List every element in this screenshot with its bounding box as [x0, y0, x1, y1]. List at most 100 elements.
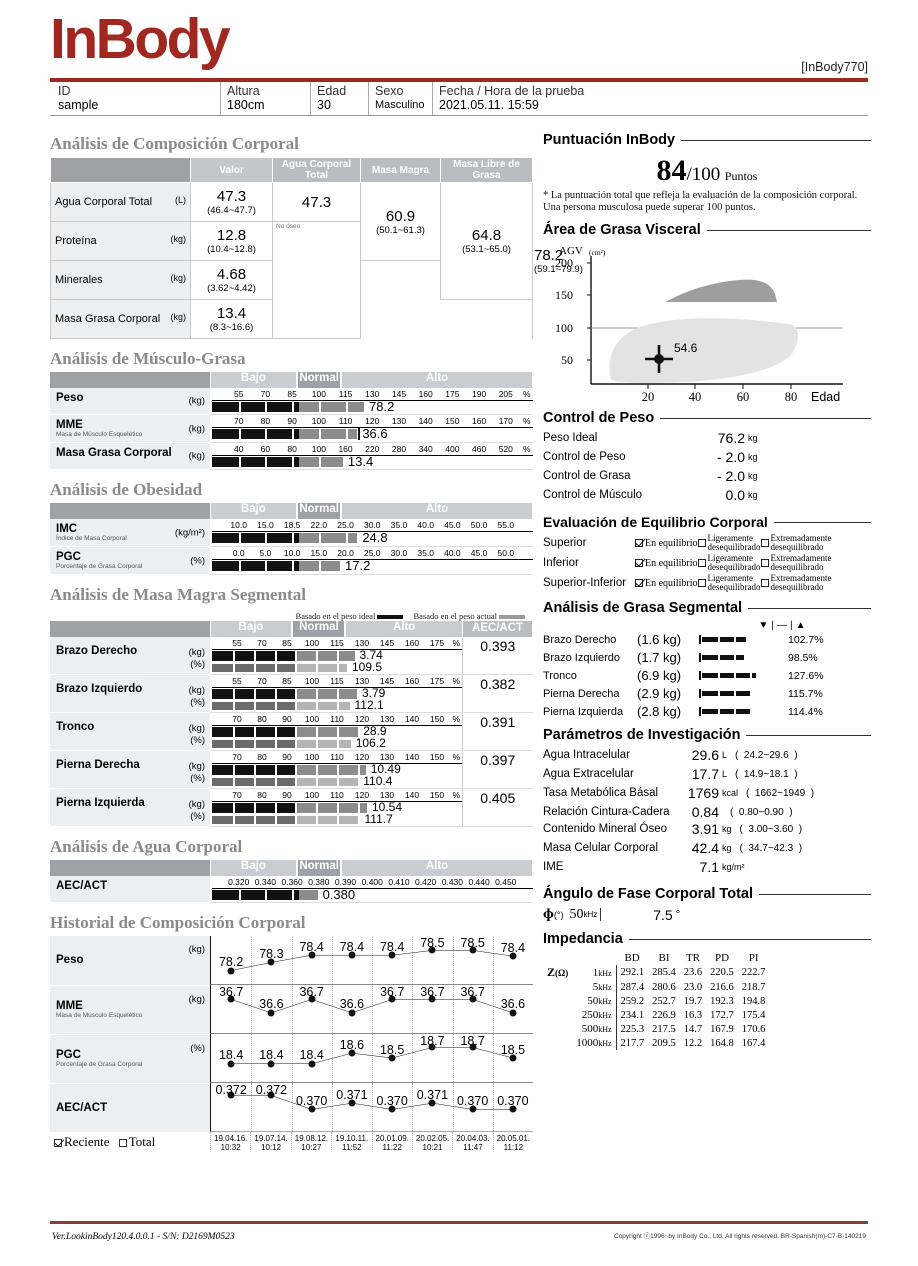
- table-row: PGC Porcentaje de Grasa Corporal (%) 18.4…: [50, 1034, 533, 1084]
- tick-label: 0.0: [232, 548, 245, 558]
- sl-row-label-4: Pierna Izquierda (kg) (%): [50, 788, 210, 827]
- imp-freq-4: 500kHz: [572, 1022, 617, 1036]
- weight-control-row-0: Peso Ideal 76.2 kg: [543, 430, 871, 449]
- checkbox[interactable]: [635, 539, 643, 547]
- vfa-value: 54.6: [674, 341, 698, 355]
- table-header-row: Valor Agua Corporal Total Masa Magra Mas…: [50, 157, 558, 183]
- checkbox[interactable]: [697, 539, 706, 547]
- imp-cell-2-3: 192.3: [710, 995, 734, 1007]
- sf-bar: [699, 635, 784, 644]
- history-dates: 19.04.16. 10:32 19.07.14. 10:12 19.08.12. 10:…: [210, 1132, 533, 1152]
- history-toggle[interactable]: Reciente Total: [50, 1132, 210, 1152]
- balance-option-0[interactable]: En equilibrio: [635, 578, 698, 588]
- balance-row-2: Superior-Inferior En equilibrio Ligerament…: [543, 574, 871, 592]
- weight-control-row-1: Control de Peso - 2.0 kg: [543, 449, 871, 468]
- research-list: Agua Intracelular 29.6 L ( 24.2~29.6 ) A…: [543, 747, 871, 878]
- balance-option-2[interactable]: Extremadamente desequilibrado: [760, 554, 831, 572]
- body-composition-title: Análisis de Composición Corporal: [50, 134, 299, 153]
- tick-label: 205: [498, 389, 513, 399]
- tick-label: 0.440: [468, 877, 490, 887]
- bar-track: 28.9: [212, 724, 462, 739]
- history-date: 19.07.14. 10:12: [250, 1132, 290, 1152]
- data-label: 0.370: [376, 1094, 408, 1109]
- res-value: 3.91: [691, 821, 719, 837]
- data-label: 36.7: [379, 985, 405, 999]
- imp-z-symbol: [543, 1022, 572, 1036]
- checkbox-reciente[interactable]: [54, 1139, 62, 1148]
- data-point: [227, 995, 235, 1003]
- tick-label: 45.0: [470, 548, 488, 558]
- bar-track: 0.380: [212, 887, 533, 902]
- data-point: [469, 946, 477, 954]
- obesity-title: Análisis de Obesidad: [50, 480, 203, 499]
- table-row: Masa Grasa Corporal (kg) 40 60 80 100 160 220…: [50, 442, 533, 470]
- bc-value-tbw: 47.3 (46.4~47.7): [190, 182, 273, 222]
- checkbox[interactable]: [760, 579, 769, 587]
- balance-option-0[interactable]: En equilibrio: [635, 558, 698, 568]
- tick-label: 140: [418, 416, 433, 426]
- table-header-row: Bajo Normal Alto: [50, 372, 533, 388]
- balance-option-1[interactable]: Ligeramente desequilibrado: [697, 534, 761, 552]
- checkbox[interactable]: [635, 579, 643, 587]
- tick-label: 100: [311, 444, 326, 454]
- title-rule: [748, 607, 871, 609]
- balance-option-2[interactable]: Extremadamente desequilibrado: [760, 534, 831, 552]
- vfa-xtick-60: 60: [737, 390, 750, 402]
- bar-track: 10.49: [212, 762, 462, 777]
- bar-track: 3.79: [212, 686, 462, 701]
- tick-labels: 55 70 85 100 115 130 145 160 175%: [212, 637, 462, 649]
- res-unit: kg: [722, 824, 732, 834]
- balance-title: Evaluación de Equilibrio Corporal: [543, 514, 871, 530]
- data-point: [348, 1099, 356, 1107]
- checkbox[interactable]: [760, 559, 769, 567]
- data-point: [267, 1060, 275, 1068]
- res-range: ( 0.80~0.90 ): [730, 807, 793, 818]
- checkbox[interactable]: [635, 559, 643, 567]
- tick-label: 55: [232, 676, 242, 686]
- row-label-0: AEC/ACT: [50, 876, 210, 903]
- bc-nonbone-note: No óseo: [272, 221, 361, 339]
- vfa-high-zone: [665, 279, 778, 302]
- imp-freq-2: 50kHz: [572, 994, 617, 1008]
- balance-option-2[interactable]: Extremadamente desequilibrado: [760, 574, 831, 592]
- tick-label: 170: [498, 416, 513, 426]
- balance-option-1[interactable]: Ligeramente desequilibrado: [697, 574, 761, 592]
- bar-fill-normal: [299, 890, 318, 900]
- band-normal: Normal: [298, 372, 342, 388]
- trend-line: [211, 1083, 533, 1131]
- checkbox-total[interactable]: [118, 1139, 127, 1148]
- weight-control-list: Peso Ideal 76.2 kg Control de Peso - 2.0…: [543, 430, 871, 506]
- vfa-ylabel: AGV: [559, 245, 583, 257]
- research-row-2: Tasa Metabólica Básal 1769 kcal ( 1662~1…: [543, 785, 871, 804]
- device-model: [InBody770]: [801, 60, 868, 74]
- res-label: Agua Intracelular: [543, 749, 630, 761]
- data-label: 0.370: [497, 1094, 529, 1109]
- data-point: [348, 951, 356, 959]
- imp-cell-0-1: 285.4: [652, 967, 676, 978]
- checkbox[interactable]: [697, 559, 706, 567]
- bc-tbw-total: 47.3: [272, 182, 361, 222]
- checkbox[interactable]: [760, 539, 769, 547]
- tick-label: 70: [233, 416, 244, 426]
- balance-option-0[interactable]: En equilibrio: [635, 538, 698, 548]
- history-plot: 18.4 18.4 18.4 18.6 18.5 18.7 18.7 18.5: [210, 1034, 533, 1083]
- sf-pct: 115.7%: [788, 687, 823, 700]
- sf-label: Pierna Izquierda: [543, 705, 624, 718]
- sf-label: Tronco: [543, 669, 577, 682]
- tick-label: 80: [257, 752, 267, 762]
- tick-label: 120: [354, 714, 370, 724]
- tick-unit: %: [522, 444, 531, 454]
- imp-cell-5-4: 167.4: [741, 1037, 766, 1049]
- bar-value-pct: 112.1: [354, 698, 384, 712]
- bc-head-blank: [50, 157, 191, 183]
- impedance-table: BD BI TR PD PI Z(Ω) 1kHz 292.1 285.4 23.6 220.5 2…: [543, 951, 769, 1050]
- phi-icon: ɸ: [543, 906, 554, 922]
- balance-option-1[interactable]: Ligeramente desequilibrado: [697, 554, 761, 572]
- data-point: [509, 1105, 517, 1113]
- tick-label: 5.0: [259, 548, 272, 558]
- band-alto: Alto: [341, 503, 532, 519]
- tick-label: 45.0: [444, 520, 461, 530]
- table-row: IMC Índice de Masa Corporal (kg/m²) 10.0 1…: [50, 519, 533, 547]
- tick-label: 100: [304, 638, 320, 648]
- checkbox[interactable]: [697, 579, 706, 587]
